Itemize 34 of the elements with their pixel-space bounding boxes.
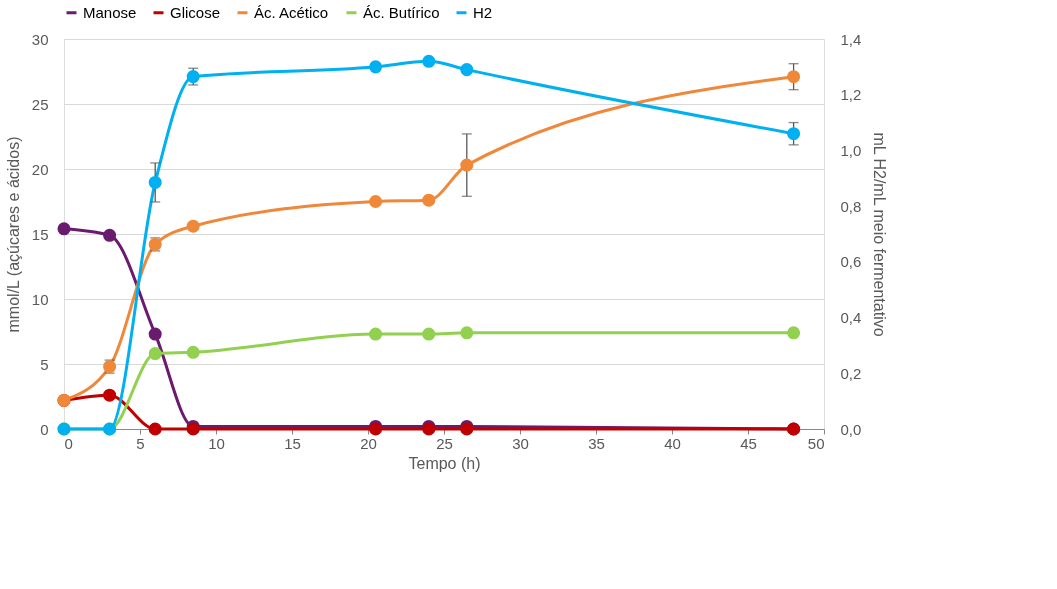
legend-label: Glicose <box>170 3 221 21</box>
y2-tick-label: 1,0 <box>840 141 862 159</box>
y-axis-title: mmol/L (açúcares e ácidos) <box>4 136 22 333</box>
x-tick-label: 5 <box>136 434 145 452</box>
x-tick-label: 10 <box>208 434 225 452</box>
x-tick-label: 20 <box>360 434 377 452</box>
y2-tick-label: 1,2 <box>840 86 862 104</box>
y-tick-label: 30 <box>31 30 49 48</box>
x-tick-label: 0 <box>64 434 73 452</box>
y2-tick-label: 0,0 <box>840 420 862 438</box>
y2-axis-title: mL H2/mL meio fermentativo <box>871 132 889 337</box>
legend-label: Ác. Acético <box>254 3 329 21</box>
x-tick-label: 25 <box>436 434 453 452</box>
x-tick-label: 50 <box>807 434 825 452</box>
y2-tick-label: 0,6 <box>840 253 862 271</box>
y2-tick-label: 0,2 <box>840 364 862 382</box>
y-tick-label: 25 <box>31 95 49 113</box>
x-axis-title: Tempo (h) <box>408 454 481 472</box>
y2-tick-label: 0,4 <box>840 309 862 327</box>
y-tick-label: 20 <box>31 160 49 178</box>
y-tick-label: 0 <box>40 420 49 438</box>
y2-tick-label: 1,4 <box>840 30 862 48</box>
x-tick-label: 15 <box>284 434 301 452</box>
x-tick-label: 30 <box>512 434 529 452</box>
y-tick-label: 15 <box>31 225 49 243</box>
legend-label: H2 <box>473 3 493 21</box>
y2-tick-label: 0,8 <box>840 197 862 215</box>
y-tick-label: 10 <box>31 290 49 308</box>
y-tick-label: 5 <box>40 355 49 373</box>
legend-label: Manose <box>83 3 137 21</box>
x-tick-label: 40 <box>664 434 681 452</box>
legend-label: Ác. Butírico <box>363 3 440 21</box>
x-tick-label: 35 <box>588 434 605 452</box>
x-tick-label: 45 <box>740 434 757 452</box>
